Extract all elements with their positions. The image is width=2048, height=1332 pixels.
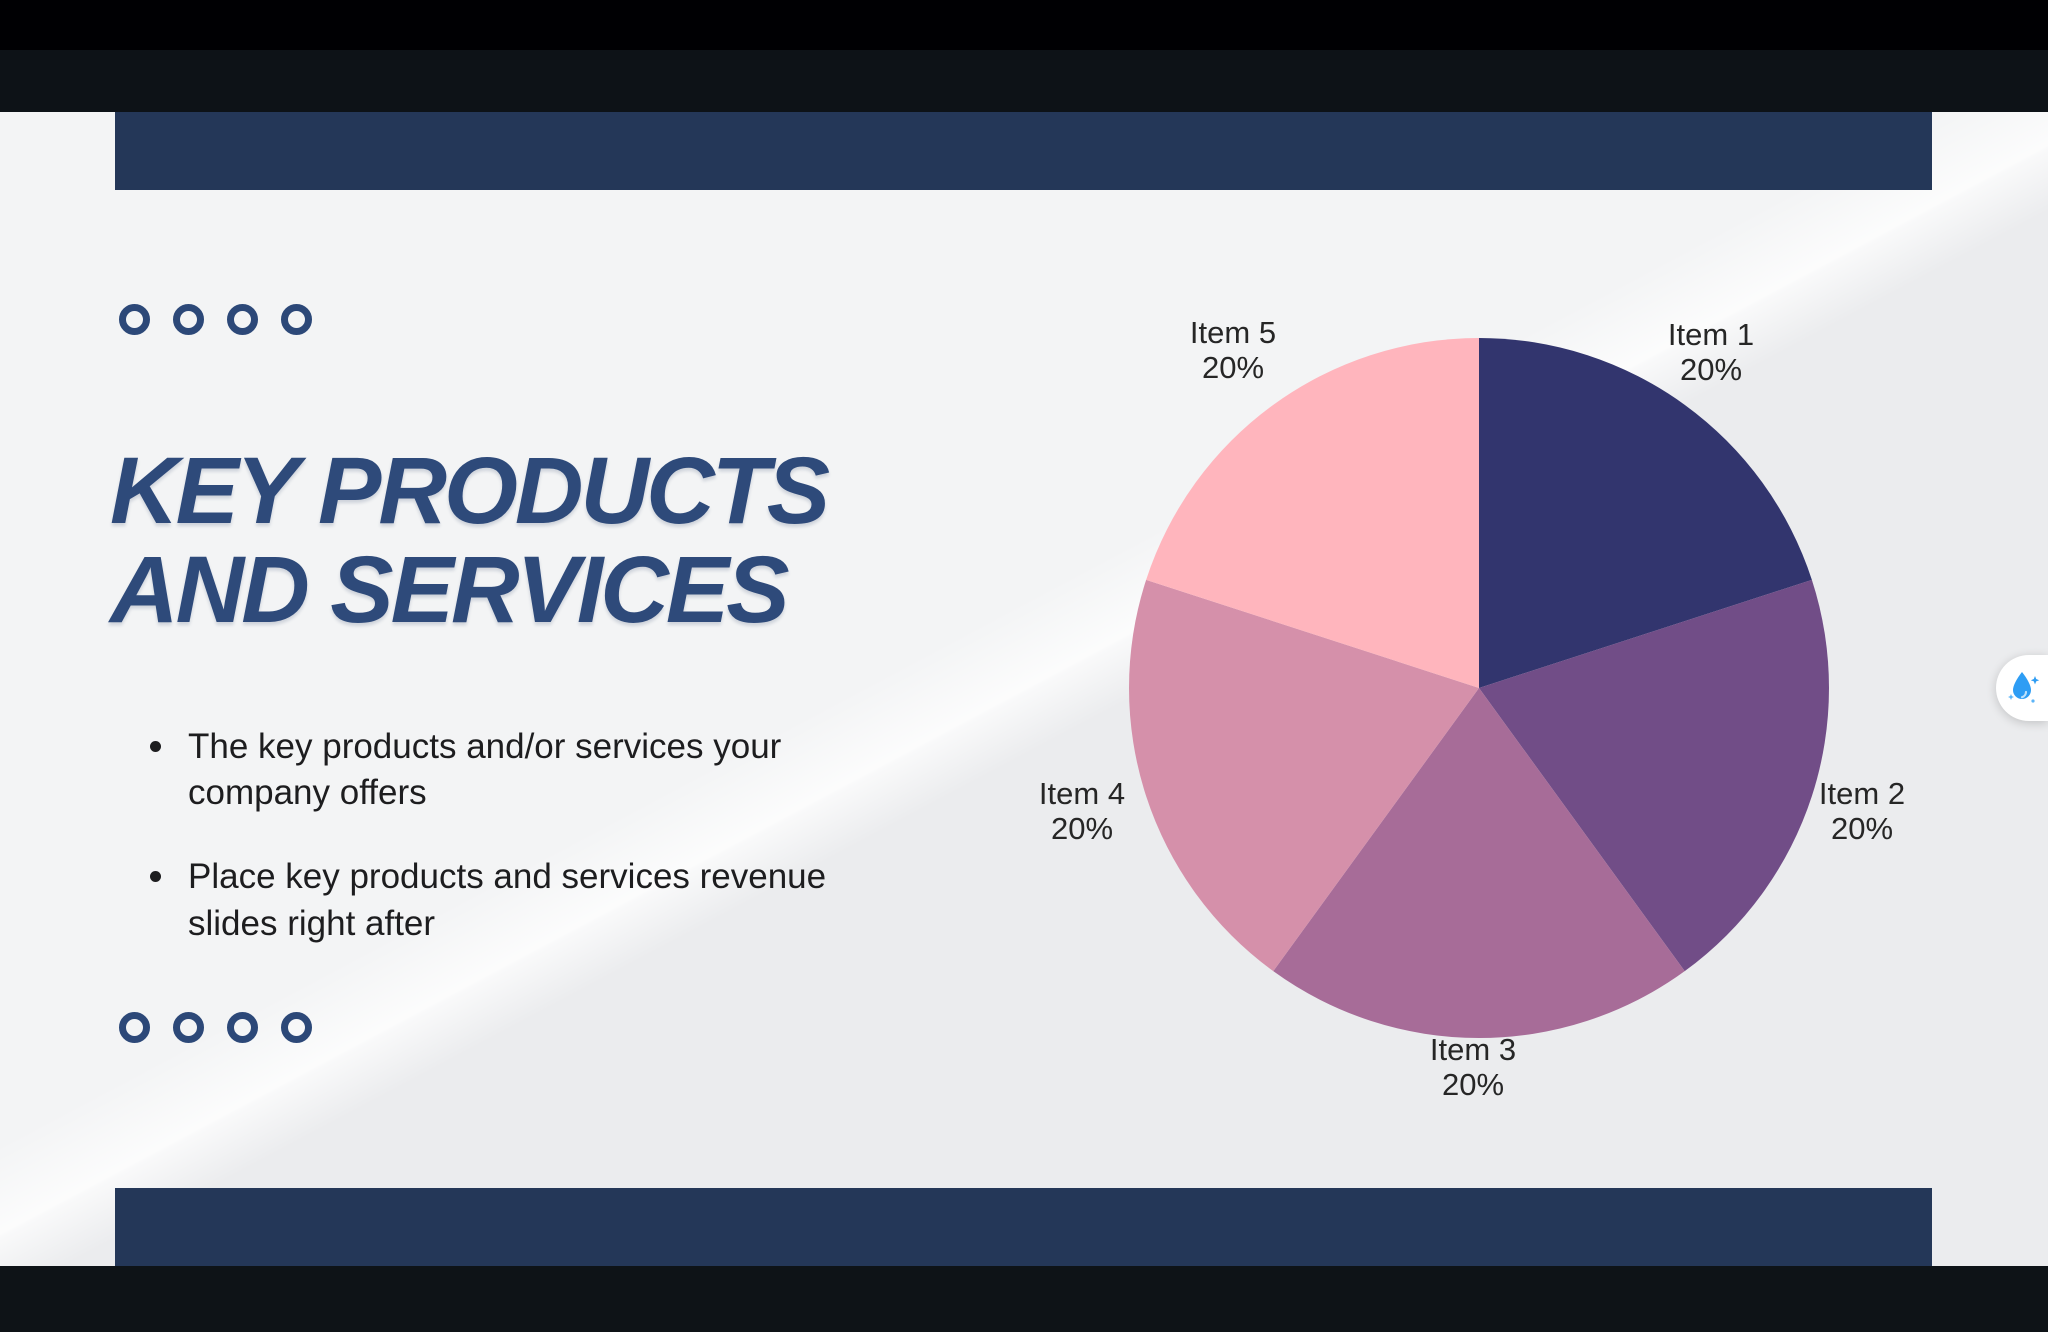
letterbox-top-black <box>0 0 2048 50</box>
ring-icon <box>227 1012 258 1043</box>
pie-label-name: Item 2 <box>1818 776 1906 811</box>
letterbox-top-dark <box>0 50 2048 112</box>
ring-icon <box>119 1012 150 1043</box>
pie-label-item3: Item 3 20% <box>1430 1032 1516 1102</box>
slide-title: KEY PRODUCTS AND SERVICES <box>110 438 830 643</box>
pie-label-name: Item 1 <box>1667 317 1755 352</box>
ring-icon <box>173 1012 204 1043</box>
pie-label-item4: Item 4 20% <box>1039 776 1125 846</box>
decor-rings-bottom <box>119 1012 312 1043</box>
water-drop-sparkles-icon <box>2008 672 2040 703</box>
pie-label-item2: Item 2 20% <box>1819 776 1905 846</box>
pie-label-value: 20% <box>1441 1067 1505 1103</box>
pie-chart-svg <box>1129 338 1829 1038</box>
bullet-list: The key products and/or services your co… <box>142 724 882 985</box>
slide-title-line1: KEY PRODUCTS <box>110 438 830 544</box>
pie-chart <box>1119 328 1839 1048</box>
ring-icon <box>281 1012 312 1043</box>
pie-slice-item4 <box>1129 579 1479 972</box>
assistant-overlay-button[interactable] <box>1996 655 2048 721</box>
ring-icon <box>227 304 258 335</box>
pie-label-name: Item 5 <box>1189 315 1277 350</box>
pie-label-value: 20% <box>1050 811 1114 847</box>
letterbox-bottom-dark <box>0 1266 2048 1332</box>
presentation-slide: KEY PRODUCTS AND SERVICES The key produc… <box>0 112 2048 1266</box>
pie-slice-item5 <box>1146 338 1479 688</box>
ring-icon <box>173 304 204 335</box>
slide-footer-bar <box>115 1188 1932 1266</box>
pie-slice-item2 <box>1479 579 1829 972</box>
ring-icon <box>119 304 150 335</box>
pie-label-value: 20% <box>1830 811 1894 847</box>
pie-label-item5: Item 5 20% <box>1190 315 1276 385</box>
pie-label-item1: Item 1 20% <box>1668 317 1754 387</box>
pie-label-name: Item 3 <box>1429 1032 1517 1067</box>
pie-slice-item3 <box>1273 688 1685 1038</box>
pie-label-name: Item 4 <box>1038 776 1126 811</box>
slide-header-bar <box>115 112 1932 190</box>
bullet-item: The key products and/or services your co… <box>142 724 882 816</box>
decor-rings-top <box>119 304 312 335</box>
pie-slice-item1 <box>1479 338 1812 688</box>
pie-label-value: 20% <box>1201 350 1265 386</box>
ring-icon <box>281 304 312 335</box>
bullet-item: Place key products and services revenue … <box>142 854 882 946</box>
pie-label-value: 20% <box>1679 352 1743 388</box>
slide-title-line2: AND SERVICES <box>110 536 790 643</box>
